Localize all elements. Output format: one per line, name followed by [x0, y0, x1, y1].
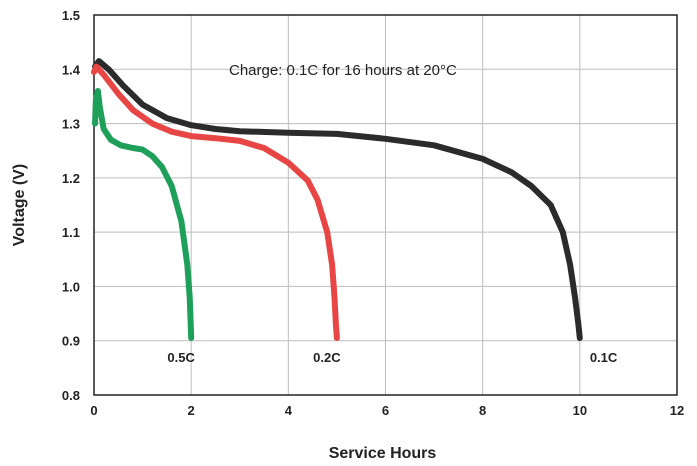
series-line-0.5C — [92, 88, 195, 341]
y-tick-label: 1.1 — [62, 225, 80, 240]
x-tick-label: 0 — [90, 403, 97, 418]
plot-frame — [93, 14, 678, 396]
y-tick-label: 0.8 — [62, 388, 80, 403]
series-label: 0.5C — [167, 350, 195, 365]
charge-annotation: Charge: 0.1C for 16 hours at 20°C — [229, 62, 457, 79]
tick-labels: 0 2 4 6 8 10 12 0.8 0.9 1.0 1.1 1.2 1.3 1.4 1.5 — [62, 8, 684, 418]
y-tick-label: 0.9 — [62, 334, 80, 349]
y-tick-label: 1.3 — [62, 117, 80, 132]
series-label: 0.1C — [590, 350, 618, 365]
x-tick-label: 2 — [188, 403, 195, 418]
y-tick-label: 1.2 — [62, 171, 80, 186]
y-axis-title: Voltage (V) — [11, 164, 28, 246]
series-layer: 0.1C 0.2C 0.5C — [91, 58, 618, 365]
x-axis-title: Service Hours — [329, 445, 437, 462]
series-line-0.1C — [92, 58, 583, 341]
y-tick-label: 1.0 — [62, 279, 80, 294]
y-tick-label: 1.5 — [62, 8, 80, 23]
series-label: 0.2C — [313, 350, 341, 365]
x-tick-label: 10 — [573, 403, 587, 418]
x-tick-label: 6 — [382, 403, 389, 418]
series-line-0.2C — [91, 63, 340, 341]
x-tick-label: 4 — [285, 403, 293, 418]
x-tick-label: 12 — [670, 403, 684, 418]
x-tick-label: 8 — [479, 403, 486, 418]
y-tick-label: 1.4 — [62, 62, 81, 77]
